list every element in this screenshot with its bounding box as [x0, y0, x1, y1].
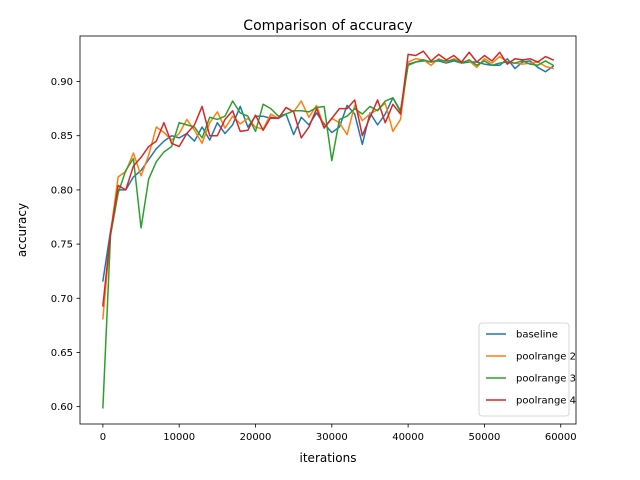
x-tick-label: 30000	[316, 432, 348, 443]
series-lines	[102, 50, 555, 409]
legend: baseline poolrange 2 poolrange 3 poolrange …	[478, 322, 576, 417]
y-tick-label: 0.90	[51, 77, 73, 88]
legend-label-3: poolrange 4	[516, 396, 576, 407]
legend-items: baseline poolrange 2 poolrange 3 poolrange …	[486, 330, 576, 407]
series-line-2	[102, 59, 555, 409]
x-tick-label: 50000	[469, 432, 501, 443]
legend-label-2: poolrange 3	[516, 374, 576, 385]
y-tick-label: 0.80	[51, 185, 73, 196]
x-tick-label: 60000	[545, 432, 577, 443]
series-line-0	[102, 58, 555, 282]
legend-label-1: poolrange 2	[516, 352, 576, 363]
x-axis-ticks: 0 10000 20000 30000 40000 50000 60000	[100, 424, 577, 443]
legend-frame	[478, 322, 570, 417]
legend-label-0: baseline	[516, 330, 558, 341]
x-tick-label: 10000	[163, 432, 195, 443]
y-tick-label: 0.85	[51, 131, 73, 142]
x-tick-label: 0	[100, 432, 106, 443]
y-axis-ticks: 0.60 0.65 0.70 0.75 0.80 0.85 0.90	[51, 77, 80, 413]
chart-title: Comparison of accuracy	[243, 18, 412, 34]
y-tick-label: 0.75	[51, 240, 73, 251]
plot-frame	[79, 35, 577, 425]
series-line-3	[102, 50, 555, 307]
y-tick-label: 0.65	[51, 348, 73, 359]
y-axis-label: accuracy	[15, 203, 29, 257]
y-tick-label: 0.70	[51, 294, 73, 305]
x-tick-label: 20000	[240, 432, 272, 443]
y-tick-label: 0.60	[51, 402, 73, 413]
x-axis-label: iterations	[300, 451, 357, 465]
x-tick-label: 40000	[392, 432, 424, 443]
